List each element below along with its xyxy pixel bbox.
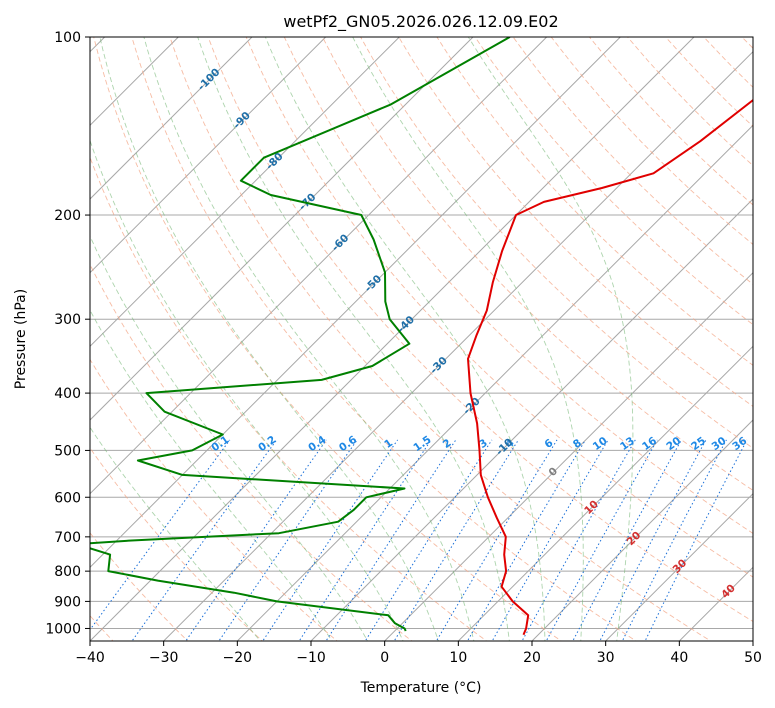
y-tick-label: 400 — [54, 386, 81, 402]
x-tick-label: −40 — [75, 650, 105, 666]
x-tick-label: 30 — [597, 650, 615, 666]
dry-adiabat-line — [131, 37, 637, 641]
moist-adiabat-line — [467, 37, 634, 641]
isotherm-line — [310, 198, 753, 641]
isotherm-line — [383, 271, 753, 641]
dewpoint-profile-line — [90, 37, 511, 632]
dry-adiabat-line — [398, 37, 753, 407]
isotherm-line — [236, 124, 753, 641]
x-tick-label: −20 — [223, 650, 253, 666]
moist-adiabat-line — [197, 37, 510, 641]
moist-adiabat-line — [264, 37, 546, 641]
moist-adiabat-line — [90, 234, 369, 641]
mixing-ratio-line — [466, 439, 586, 641]
isotherm-line — [90, 37, 400, 348]
y-tick-label: 600 — [54, 490, 81, 506]
axis-ticks: −40 −30 −20 −10 0 10 20 30 40 50 100 200 300 400 500 60… — [45, 30, 762, 666]
dry-adiabat-line — [90, 156, 488, 641]
isotherm-line — [90, 37, 548, 495]
isotherm-line — [90, 37, 474, 421]
moist-adiabat-line — [143, 37, 475, 641]
temperature-profile-line — [467, 98, 753, 636]
moist-adiabat-line — [90, 426, 261, 641]
y-tick-label: 800 — [54, 564, 81, 580]
mixing-ratio-line — [491, 439, 609, 641]
mixing-ratio-line — [545, 439, 658, 641]
isotherm-line — [457, 345, 753, 641]
isotherm-line — [604, 492, 753, 641]
series-layer — [90, 37, 753, 636]
x-tick-label: −10 — [296, 650, 326, 666]
dry-adiabat-line — [90, 263, 413, 641]
x-tick-label: −30 — [149, 650, 179, 666]
y-tick-label: 500 — [54, 443, 81, 459]
y-tick-label: 900 — [54, 594, 81, 610]
y-tick-label: 300 — [54, 312, 81, 328]
mixing-ratio-line — [393, 439, 519, 641]
mixing-ratio-line — [298, 439, 432, 641]
dry-adiabat-line — [474, 37, 753, 326]
moist-adiabat-line — [90, 139, 404, 641]
y-axis-label: Pressure (hPa) — [13, 289, 29, 389]
mixing-ratio-line — [599, 439, 707, 641]
x-tick-label: 20 — [523, 650, 541, 666]
dry-adiabat-line — [90, 532, 189, 641]
moist-adiabat-line — [99, 37, 439, 641]
isotherm-line — [162, 50, 753, 641]
x-axis-label: Temperature (°C) — [360, 680, 482, 696]
moist-adiabat-line — [352, 37, 584, 641]
y-tick-label: 200 — [54, 208, 81, 224]
isotherm-line — [90, 37, 327, 274]
dry-adiabat-line — [283, 37, 753, 534]
isotherm-line — [531, 419, 753, 641]
x-tick-label: 40 — [670, 650, 688, 666]
mixing-ratio-line — [572, 439, 682, 641]
mixing-ratio-line — [131, 439, 278, 641]
y-tick-label: 700 — [54, 530, 81, 546]
y-tick-label: 100 — [54, 30, 81, 46]
grid-layer — [90, 37, 753, 641]
isotherm-line — [90, 37, 253, 200]
dry-adiabat-line — [436, 37, 753, 366]
chart-title: wetPf2_GN05.2026.026.12.09.E02 — [283, 12, 558, 32]
dry-adiabat-line — [360, 37, 753, 449]
y-tick-label: 1000 — [45, 621, 81, 637]
dry-adiabat-line — [322, 37, 753, 491]
dry-adiabat-line — [207, 37, 753, 623]
x-tick-label: 50 — [744, 650, 762, 666]
plot-frame — [89, 36, 754, 642]
dry-adiabat-line — [90, 358, 338, 641]
mixing-ratio-line — [325, 439, 457, 641]
isotherm-line — [90, 37, 695, 641]
dry-adiabat-line — [169, 37, 712, 641]
mixing-ratio-line — [435, 439, 558, 641]
x-tick-label: 10 — [449, 650, 467, 666]
dry-adiabat-line — [90, 447, 264, 641]
x-tick-label: 0 — [380, 650, 389, 666]
moist-adiabat-line — [90, 309, 333, 641]
mixing-ratio-line — [364, 439, 493, 641]
